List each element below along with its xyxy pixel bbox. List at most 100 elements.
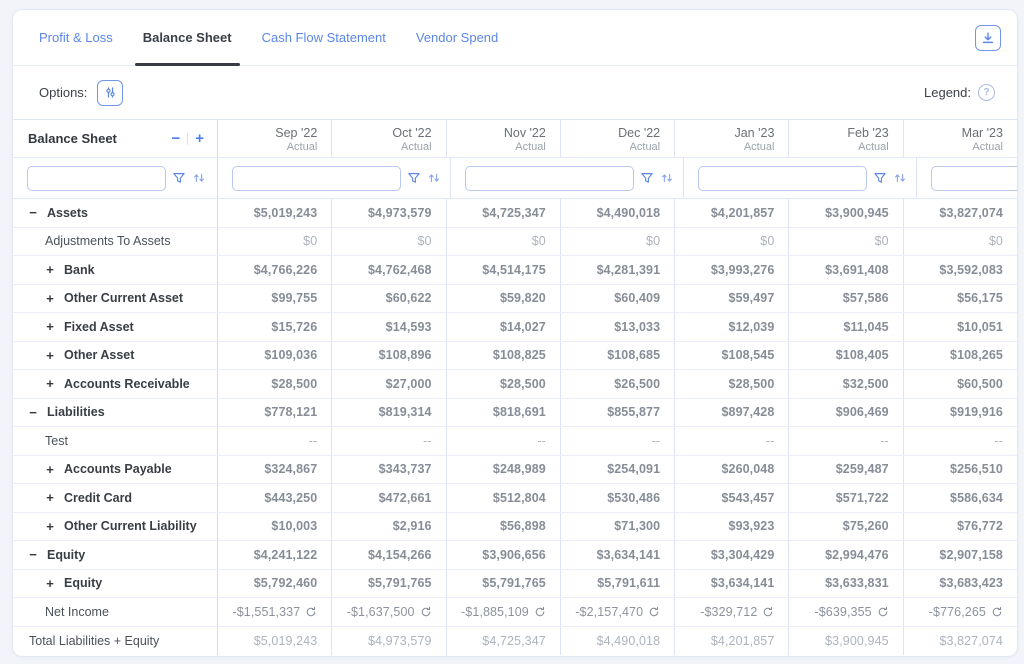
value-cell: $472,661 bbox=[332, 484, 447, 512]
table-row: + Accounts Receivable $28,500 $27,000 $28,50… bbox=[13, 370, 1017, 399]
cell-value: $12,039 bbox=[728, 319, 775, 334]
row-label: Accounts Payable bbox=[64, 462, 172, 477]
filter-cell-3 bbox=[684, 158, 917, 198]
expand-row-icon[interactable]: + bbox=[46, 290, 54, 306]
collapse-all-button[interactable]: − bbox=[168, 131, 183, 146]
row-label-cell: Test bbox=[13, 427, 218, 455]
column-filter-input-2[interactable] bbox=[465, 165, 634, 191]
value-cell: $13,033 bbox=[561, 313, 676, 341]
cell-value: $571,722 bbox=[835, 490, 889, 505]
column-filter-input-1[interactable] bbox=[232, 165, 401, 191]
cell-value: $28,500 bbox=[728, 376, 775, 391]
funnel-icon[interactable] bbox=[172, 171, 186, 185]
funnel-icon[interactable] bbox=[407, 171, 421, 185]
expand-row-icon[interactable]: + bbox=[46, 461, 54, 477]
tab-balance-sheet[interactable]: Balance Sheet bbox=[134, 10, 240, 66]
cell-value: $60,622 bbox=[385, 291, 432, 306]
funnel-icon[interactable] bbox=[640, 171, 654, 185]
cell-value: $4,514,175 bbox=[482, 262, 546, 277]
column-header-3: Nov '22 Actual bbox=[447, 120, 561, 157]
value-cell: $3,304,429 bbox=[675, 541, 790, 569]
value-cell: $543,457 bbox=[675, 484, 790, 512]
legend-help-icon[interactable]: ? bbox=[978, 84, 995, 101]
cell-value: $4,154,266 bbox=[368, 547, 432, 562]
cell-value: -$2,157,470 bbox=[575, 604, 644, 619]
options-bar: Options: Legend: ? bbox=[13, 66, 1017, 120]
value-cell: $108,685 bbox=[561, 341, 676, 369]
table-row: Net Income -$1,551,337 -$1,637,500 -$1,885,… bbox=[13, 598, 1017, 627]
expand-all-button[interactable]: + bbox=[192, 131, 207, 146]
table-row: Test -- -- -- -- -- -- -- bbox=[13, 427, 1017, 456]
collapse-row-icon[interactable]: − bbox=[29, 547, 37, 563]
row-label-cell: + Other Current Asset bbox=[13, 284, 218, 312]
options-sliders-button[interactable] bbox=[97, 79, 124, 106]
cell-value: $3,993,276 bbox=[710, 262, 775, 277]
value-cell: $4,201,857 bbox=[675, 626, 790, 655]
row-label-cell: + Accounts Payable bbox=[13, 455, 218, 483]
value-cell: $3,827,074 bbox=[904, 199, 1017, 227]
cell-value: $256,510 bbox=[950, 462, 1003, 477]
cell-value: -$776,265 bbox=[928, 604, 986, 619]
cell-value: -$1,551,337 bbox=[232, 604, 301, 619]
cell-value: $0 bbox=[760, 234, 775, 249]
cell-value: $4,201,857 bbox=[710, 633, 775, 648]
tab-cash-flow-statement[interactable]: Cash Flow Statement bbox=[262, 10, 386, 65]
tab-vendor-spend[interactable]: Vendor Spend bbox=[416, 10, 498, 65]
value-cell: $3,634,141 bbox=[561, 541, 676, 569]
cell-value: $57,586 bbox=[842, 291, 889, 306]
cell-value: $0 bbox=[988, 234, 1003, 249]
value-cell: $4,725,347 bbox=[447, 199, 561, 227]
cell-value: $2,907,158 bbox=[939, 547, 1003, 562]
collapse-row-icon[interactable]: − bbox=[29, 404, 37, 420]
cell-value: $248,989 bbox=[492, 462, 546, 477]
filter-row bbox=[13, 158, 1017, 199]
cell-value: $818,691 bbox=[492, 405, 546, 420]
row-filter-input[interactable] bbox=[27, 165, 166, 191]
value-cell: $819,314 bbox=[332, 398, 447, 426]
cell-value: $2,994,476 bbox=[825, 547, 889, 562]
funnel-icon[interactable] bbox=[873, 171, 887, 185]
sort-arrows-icon[interactable] bbox=[893, 171, 907, 185]
expand-row-icon[interactable]: + bbox=[46, 575, 54, 591]
expand-row-icon[interactable]: + bbox=[46, 319, 54, 335]
collapse-expand-controls: − + bbox=[168, 131, 207, 146]
recalc-refresh-icon bbox=[991, 606, 1003, 618]
expand-row-icon[interactable]: + bbox=[46, 490, 54, 506]
table-row: + Equity $5,792,460 $5,791,765 $5,791,765 $5,… bbox=[13, 569, 1017, 598]
row-label-cell: + Equity bbox=[13, 569, 218, 597]
table-row: + Accounts Payable $324,867 $343,737 $248,98… bbox=[13, 455, 1017, 484]
expand-row-icon[interactable]: + bbox=[46, 376, 54, 392]
cell-value: -- bbox=[537, 433, 546, 448]
table-row: + Other Asset $109,036 $108,896 $108,825 $108… bbox=[13, 341, 1017, 370]
column-month-label: Jan '23 bbox=[734, 125, 775, 140]
value-cell: $3,634,141 bbox=[675, 569, 790, 597]
cell-value: $897,428 bbox=[721, 405, 775, 420]
value-cell: $778,121 bbox=[218, 398, 333, 426]
cell-value: -$1,637,500 bbox=[346, 604, 415, 619]
sort-arrows-icon[interactable] bbox=[660, 171, 674, 185]
value-cell: $3,592,083 bbox=[904, 256, 1017, 284]
collapse-row-icon[interactable]: − bbox=[29, 205, 37, 221]
value-cell: $3,900,945 bbox=[789, 626, 904, 655]
column-filter-input-3[interactable] bbox=[698, 165, 867, 191]
expand-row-icon[interactable]: + bbox=[46, 518, 54, 534]
value-cell: $10,003 bbox=[218, 512, 333, 540]
column-filter-input-4[interactable] bbox=[931, 165, 1017, 191]
table-title: Balance Sheet bbox=[28, 131, 117, 146]
sort-arrows-icon[interactable] bbox=[427, 171, 441, 185]
value-cell: $75,260 bbox=[789, 512, 904, 540]
download-button[interactable] bbox=[975, 24, 1001, 51]
value-cell: $4,281,391 bbox=[561, 256, 676, 284]
expand-row-icon[interactable]: + bbox=[46, 347, 54, 363]
row-label-cell: Adjustments To Assets bbox=[13, 227, 218, 255]
row-label-cell: + Bank bbox=[13, 256, 218, 284]
column-header-1: Sep '22 Actual bbox=[218, 120, 333, 157]
expand-row-icon[interactable]: + bbox=[46, 262, 54, 278]
row-label: Credit Card bbox=[64, 490, 133, 505]
tab-profit-loss[interactable]: Profit & Loss bbox=[39, 10, 113, 65]
value-cell: $0 bbox=[675, 227, 790, 255]
value-cell: $443,250 bbox=[218, 484, 333, 512]
table-row: Total Liabilities + Equity $5,019,243 $4,9… bbox=[13, 626, 1017, 655]
cell-value: $0 bbox=[874, 234, 889, 249]
sort-arrows-icon[interactable] bbox=[192, 171, 206, 185]
